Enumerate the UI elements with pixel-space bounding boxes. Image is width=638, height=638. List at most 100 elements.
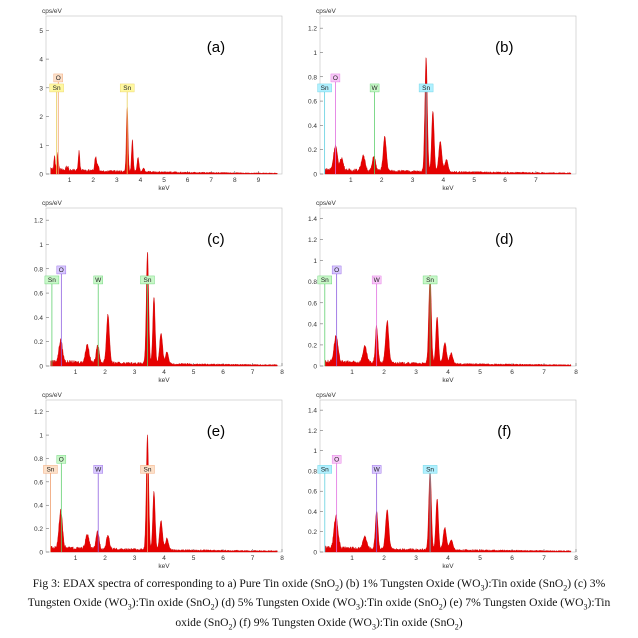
element-label-w: W bbox=[372, 85, 379, 92]
element-tag-w bbox=[371, 465, 382, 474]
x-tick-label: 8 bbox=[233, 177, 237, 184]
spectrum-area bbox=[324, 275, 572, 367]
caption-line-3: oxide (SnO2) (f) 9% Tungsten Oxide (WO3)… bbox=[175, 615, 463, 631]
x-tick-label: 8 bbox=[574, 369, 578, 376]
x-tick-label: 2 bbox=[91, 177, 95, 184]
element-label-o: O bbox=[334, 457, 339, 464]
y-tick-label: 0.6 bbox=[308, 489, 317, 496]
figure-caption: Fig 3: EDAX spectra of corresponding to … bbox=[0, 576, 638, 634]
x-tick-label: 6 bbox=[186, 177, 190, 184]
y-tick-label: 0.4 bbox=[308, 321, 317, 328]
element-label-o: O bbox=[59, 267, 64, 274]
panel-label: (d) bbox=[495, 231, 513, 248]
x-tick-label: 4 bbox=[442, 177, 446, 184]
x-tick-label: 1 bbox=[350, 555, 354, 562]
x-tick-label: 7 bbox=[251, 555, 255, 562]
y-tick-label: 2 bbox=[39, 114, 43, 121]
x-tick-label: 3 bbox=[414, 555, 418, 562]
x-tick-label: 8 bbox=[280, 369, 284, 376]
x-axis-label: keV bbox=[158, 563, 170, 570]
x-tick-label: 5 bbox=[192, 555, 196, 562]
plot-area bbox=[45, 207, 283, 367]
element-tag-sn bbox=[44, 275, 60, 285]
element-tag-w bbox=[93, 275, 103, 285]
x-axis-label: keV bbox=[442, 377, 454, 384]
caption-line-1: Fig 3: EDAX spectra of corresponding to … bbox=[32, 577, 606, 593]
y-tick-label: 1.2 bbox=[308, 26, 317, 33]
x-tick-label: 6 bbox=[221, 555, 225, 562]
spectrum-area bbox=[50, 107, 278, 175]
element-label-sn: Sn bbox=[426, 467, 434, 474]
y-tick-label: 0.8 bbox=[308, 468, 317, 475]
y-tick-label: 0.6 bbox=[308, 99, 317, 106]
plot-area bbox=[319, 15, 577, 175]
y-tick-label: 5 bbox=[39, 28, 43, 35]
x-tick-label: 4 bbox=[139, 177, 143, 184]
element-label-sn: Sn bbox=[53, 85, 61, 92]
x-tick-label: 2 bbox=[103, 369, 107, 376]
y-tick-label: 0.8 bbox=[308, 279, 317, 286]
element-tag-sn bbox=[49, 83, 64, 93]
spectrum-area bbox=[324, 468, 572, 553]
y-tick-label: 0 bbox=[313, 550, 317, 557]
y-tick-label: 0 bbox=[313, 364, 317, 371]
y-unit-label: cps/eV bbox=[42, 200, 63, 207]
plot-area bbox=[45, 15, 283, 175]
y-tick-label: 1.4 bbox=[308, 216, 317, 223]
panel-label: (c) bbox=[207, 231, 225, 248]
y-tick-label: 0.2 bbox=[308, 147, 317, 154]
element-label-sn: Sn bbox=[48, 277, 56, 284]
element-tag-o bbox=[331, 265, 342, 275]
y-tick-label: 0.6 bbox=[308, 300, 317, 307]
x-tick-label: 6 bbox=[503, 177, 507, 184]
y-tick-label: 0.2 bbox=[34, 526, 43, 533]
x-tick-label: 1 bbox=[74, 369, 78, 376]
panel-label: (b) bbox=[495, 39, 513, 56]
element-label-sn: Sn bbox=[426, 277, 434, 284]
y-unit-label: cps/eV bbox=[316, 8, 337, 15]
spectrum-area bbox=[50, 434, 278, 553]
element-tag-sn bbox=[140, 275, 155, 285]
y-tick-label: 0.4 bbox=[34, 315, 43, 322]
x-tick-label: 5 bbox=[192, 369, 196, 376]
spectrum-chart-f: 0 0.2 0.4 0.6 0.8 1 1.2 1.4 1 2 3 4 5 6 7 8 cps/eV keV O Sn… bbox=[308, 392, 578, 570]
x-tick-label: 7 bbox=[542, 369, 546, 376]
x-axis-label: keV bbox=[158, 377, 170, 384]
panel-label: (a) bbox=[207, 39, 225, 56]
x-tick-label: 4 bbox=[446, 369, 450, 376]
y-unit-label: cps/eV bbox=[42, 392, 63, 399]
y-tick-label: 1 bbox=[39, 143, 43, 150]
element-label-o: O bbox=[59, 457, 64, 464]
x-tick-label: 6 bbox=[510, 555, 514, 562]
element-label-w: W bbox=[374, 277, 381, 284]
x-tick-label: 3 bbox=[411, 177, 415, 184]
x-tick-label: 2 bbox=[103, 555, 107, 562]
y-tick-label: 1 bbox=[313, 258, 317, 265]
x-tick-label: 3 bbox=[133, 369, 137, 376]
element-tag-sn bbox=[119, 83, 135, 93]
caption-line-2: Tungsten Oxide (WO3):Tin oxide (SnO2) (d… bbox=[27, 596, 611, 612]
y-tick-label: 0.6 bbox=[34, 479, 43, 486]
y-tick-label: 0.8 bbox=[34, 266, 43, 273]
element-tag-sn bbox=[418, 83, 434, 93]
element-tag-o bbox=[53, 73, 63, 83]
x-tick-label: 2 bbox=[382, 369, 386, 376]
x-tick-label: 1 bbox=[68, 177, 72, 184]
x-tick-label: 1 bbox=[350, 369, 354, 376]
y-tick-label: 1 bbox=[313, 448, 317, 455]
x-tick-label: 2 bbox=[380, 177, 384, 184]
y-tick-label: 0.2 bbox=[34, 339, 43, 346]
element-tag-sn bbox=[317, 83, 332, 93]
element-label-o: O bbox=[333, 75, 338, 82]
x-tick-label: 5 bbox=[162, 177, 166, 184]
y-tick-label: 1.2 bbox=[34, 218, 43, 225]
element-label-sn: Sn bbox=[123, 85, 131, 92]
spectrum-panel-b: 0 0.2 0.4 0.6 0.8 1 1.2 1 2 3 4 5 6 7 cps/eV keV Sn O W Sn (… bbox=[294, 4, 586, 196]
x-tick-label: 6 bbox=[510, 369, 514, 376]
element-label-sn: Sn bbox=[321, 85, 329, 92]
spectrum-area bbox=[50, 252, 278, 367]
y-tick-label: 1.2 bbox=[308, 428, 317, 435]
x-tick-label: 5 bbox=[478, 555, 482, 562]
x-tick-label: 8 bbox=[280, 555, 284, 562]
